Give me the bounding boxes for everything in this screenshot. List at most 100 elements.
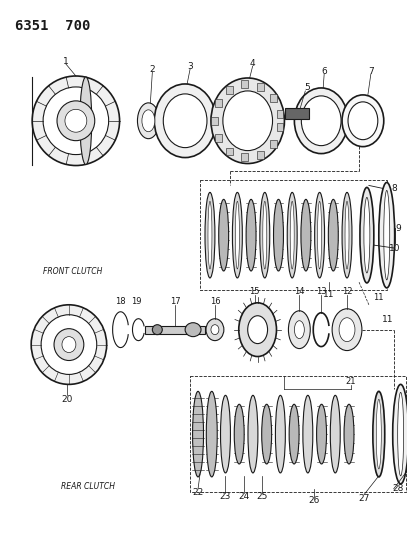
Text: 11: 11 — [324, 290, 335, 300]
Ellipse shape — [348, 102, 378, 140]
Ellipse shape — [219, 199, 228, 271]
Ellipse shape — [246, 199, 256, 271]
Ellipse shape — [234, 404, 244, 464]
Bar — [145, 326, 205, 334]
Ellipse shape — [315, 192, 325, 278]
Ellipse shape — [65, 109, 87, 132]
Ellipse shape — [152, 325, 162, 335]
Ellipse shape — [262, 404, 272, 464]
Bar — [277, 123, 284, 131]
Ellipse shape — [206, 391, 217, 477]
Ellipse shape — [328, 199, 338, 271]
Bar — [277, 110, 284, 118]
Ellipse shape — [379, 182, 395, 288]
Ellipse shape — [317, 201, 322, 269]
Bar — [226, 86, 233, 94]
Ellipse shape — [248, 316, 268, 344]
Ellipse shape — [54, 329, 84, 360]
Bar — [200, 181, 387, 290]
Ellipse shape — [398, 392, 404, 476]
Text: 12: 12 — [342, 287, 352, 296]
Ellipse shape — [342, 192, 352, 278]
Ellipse shape — [260, 192, 270, 278]
Text: 13: 13 — [316, 287, 326, 296]
Ellipse shape — [273, 199, 284, 271]
Bar — [270, 140, 277, 148]
Ellipse shape — [342, 95, 384, 147]
Text: 8: 8 — [391, 184, 397, 193]
Ellipse shape — [345, 201, 349, 269]
Text: 21: 21 — [346, 377, 356, 386]
Text: 24: 24 — [238, 492, 249, 502]
Ellipse shape — [290, 201, 294, 269]
Bar — [215, 99, 222, 107]
Ellipse shape — [287, 192, 297, 278]
Text: 4: 4 — [250, 59, 255, 68]
Ellipse shape — [344, 404, 354, 464]
Ellipse shape — [332, 309, 362, 351]
Bar — [286, 108, 309, 119]
Text: 10: 10 — [389, 244, 401, 253]
Text: 6: 6 — [322, 67, 327, 76]
Ellipse shape — [301, 199, 311, 271]
Text: 17: 17 — [170, 297, 180, 306]
Ellipse shape — [57, 101, 95, 141]
Ellipse shape — [220, 395, 231, 473]
Text: 16: 16 — [210, 297, 220, 306]
Text: 5: 5 — [304, 84, 310, 92]
Ellipse shape — [62, 337, 76, 352]
Ellipse shape — [295, 321, 304, 338]
Ellipse shape — [32, 76, 120, 166]
Ellipse shape — [205, 192, 215, 278]
Ellipse shape — [275, 395, 285, 473]
Ellipse shape — [211, 325, 219, 335]
Text: 23: 23 — [219, 492, 231, 502]
Bar — [211, 117, 218, 125]
Ellipse shape — [384, 190, 390, 280]
Bar — [257, 83, 264, 91]
Text: 6351  700: 6351 700 — [15, 19, 91, 33]
Bar — [242, 80, 248, 88]
Ellipse shape — [233, 192, 242, 278]
Text: 1: 1 — [63, 56, 69, 66]
Ellipse shape — [295, 88, 348, 154]
Ellipse shape — [330, 395, 340, 473]
Text: 2: 2 — [150, 64, 155, 74]
Ellipse shape — [154, 84, 216, 158]
Ellipse shape — [364, 197, 370, 273]
Ellipse shape — [41, 315, 97, 375]
Bar — [190, 376, 406, 492]
Ellipse shape — [185, 322, 201, 337]
Bar — [226, 148, 233, 156]
Text: REAR CLUTCH: REAR CLUTCH — [61, 482, 115, 491]
Ellipse shape — [43, 87, 109, 155]
Text: 19: 19 — [131, 297, 142, 306]
Ellipse shape — [373, 391, 385, 477]
Ellipse shape — [80, 77, 92, 165]
Bar — [257, 151, 264, 158]
Text: FRONT CLUTCH: FRONT CLUTCH — [43, 268, 102, 277]
Ellipse shape — [248, 395, 258, 473]
Text: 14: 14 — [294, 287, 305, 296]
Ellipse shape — [137, 103, 159, 139]
Ellipse shape — [288, 311, 310, 349]
Ellipse shape — [376, 399, 381, 469]
Text: 22: 22 — [193, 488, 204, 497]
Text: 11: 11 — [374, 293, 384, 302]
Ellipse shape — [193, 391, 204, 477]
Text: 11: 11 — [382, 315, 394, 324]
Ellipse shape — [317, 404, 326, 464]
Ellipse shape — [208, 201, 212, 269]
Text: 18: 18 — [115, 297, 126, 306]
Ellipse shape — [393, 384, 408, 484]
Ellipse shape — [339, 318, 355, 342]
Text: 3: 3 — [187, 61, 193, 70]
Ellipse shape — [211, 78, 284, 164]
Ellipse shape — [223, 91, 273, 151]
Ellipse shape — [31, 305, 106, 384]
Ellipse shape — [263, 201, 267, 269]
Text: 25: 25 — [256, 492, 267, 502]
Ellipse shape — [303, 395, 313, 473]
Text: 28: 28 — [392, 484, 404, 494]
Ellipse shape — [235, 201, 239, 269]
